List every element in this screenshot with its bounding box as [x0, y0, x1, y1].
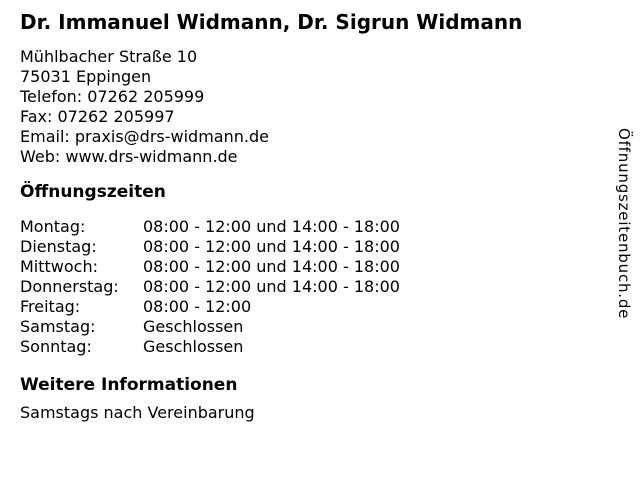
- contact-email: Email: praxis@drs-widmann.de: [20, 127, 269, 146]
- day-label: Dienstag:: [20, 237, 97, 256]
- day-hours: Geschlossen: [143, 337, 244, 356]
- day-hours: Geschlossen: [143, 317, 244, 336]
- day-label: Freitag:: [20, 297, 81, 316]
- day-hours: 08:00 - 12:00 und 14:00 - 18:00: [143, 237, 400, 256]
- day-label: Sonntag:: [20, 337, 92, 356]
- site-watermark: Öffnungszeitenbuch.de: [615, 128, 633, 320]
- day-hours: 08:00 - 12:00 und 14:00 - 18:00: [143, 217, 400, 236]
- hours-row-sunday: Sonntag: Geschlossen: [20, 337, 600, 357]
- contact-fax: Fax: 07262 205997: [20, 107, 175, 126]
- more-info-heading: Weitere Informationen: [20, 375, 238, 395]
- hours-row-thursday: Donnerstag: 08:00 - 12:00 und 14:00 - 18…: [20, 277, 600, 297]
- hours-row-saturday: Samstag: Geschlossen: [20, 317, 600, 337]
- hours-row-wednesday: Mittwoch: 08:00 - 12:00 und 14:00 - 18:0…: [20, 257, 600, 277]
- listing-content: Dr. Immanuel Widmann, Dr. Sigrun Widmann…: [20, 11, 600, 423]
- hours-row-tuesday: Dienstag: 08:00 - 12:00 und 14:00 - 18:0…: [20, 237, 600, 257]
- day-label: Donnerstag:: [20, 277, 119, 296]
- day-label: Montag:: [20, 217, 86, 236]
- opening-hours-heading: Öffnungszeiten: [20, 182, 166, 202]
- contact-phone: Telefon: 07262 205999: [20, 87, 205, 106]
- day-label: Mittwoch:: [20, 257, 98, 276]
- hours-row-monday: Montag: 08:00 - 12:00 und 14:00 - 18:00: [20, 217, 600, 237]
- day-hours: 08:00 - 12:00 und 14:00 - 18:00: [143, 277, 400, 296]
- day-hours: 08:00 - 12:00 und 14:00 - 18:00: [143, 257, 400, 276]
- contact-street: Mühlbacher Straße 10: [20, 47, 198, 66]
- contact-city: 75031 Eppingen: [20, 67, 152, 86]
- page-title: Dr. Immanuel Widmann, Dr. Sigrun Widmann: [20, 10, 523, 34]
- hours-row-friday: Freitag: 08:00 - 12:00: [20, 297, 600, 317]
- opening-hours-table: Montag: 08:00 - 12:00 und 14:00 - 18:00 …: [20, 217, 600, 357]
- day-hours: 08:00 - 12:00: [143, 297, 252, 316]
- more-info-text: Samstags nach Vereinbarung: [20, 403, 255, 422]
- day-label: Samstag:: [20, 317, 96, 336]
- contact-block: Mühlbacher Straße 10 75031 Eppingen Tele…: [20, 47, 600, 167]
- contact-web: Web: www.drs-widmann.de: [20, 147, 238, 166]
